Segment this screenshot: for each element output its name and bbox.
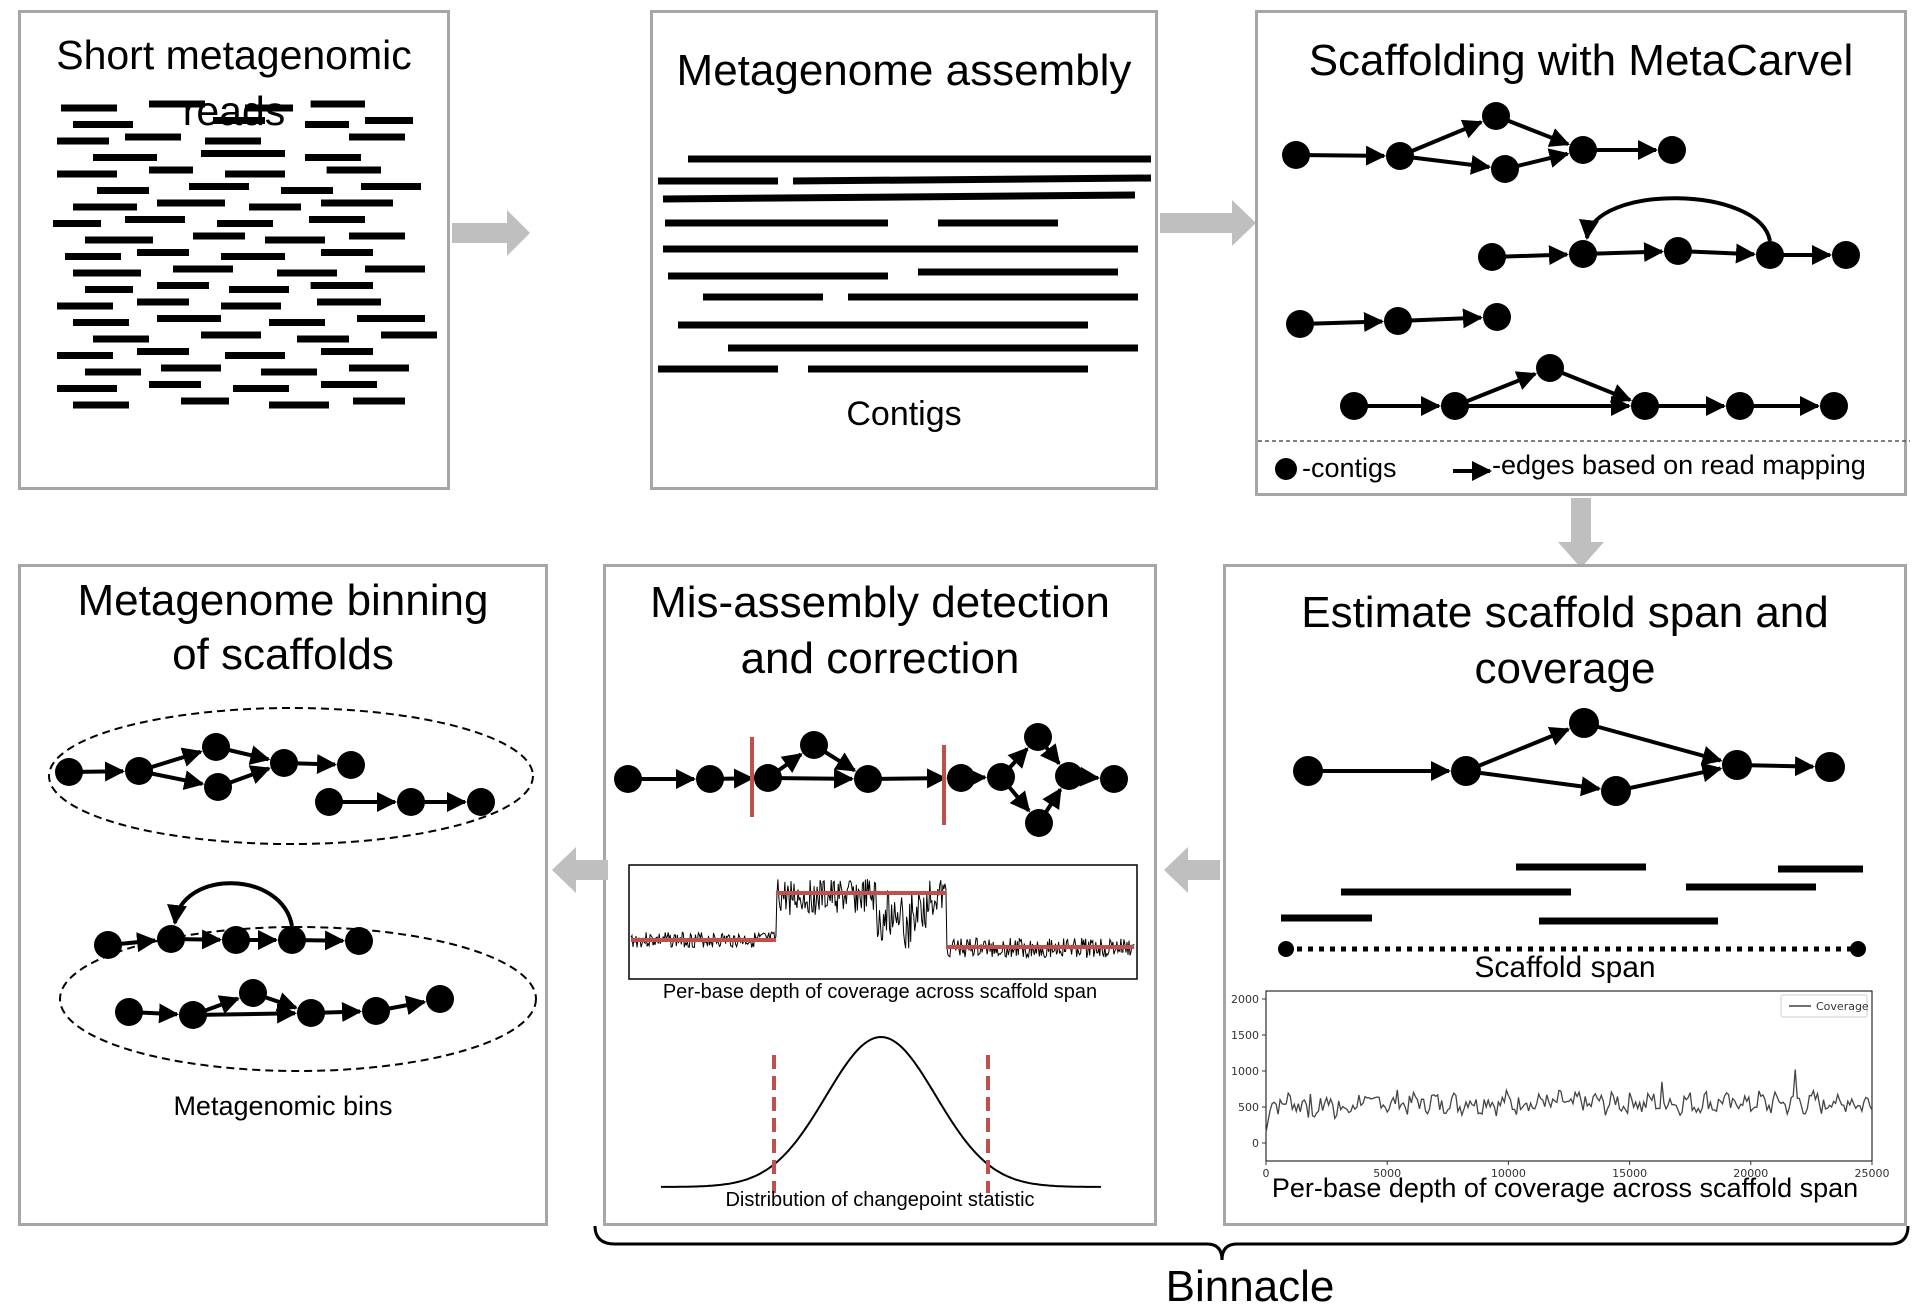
panel-title: Scaffolding with MetaCarvel [1308, 36, 1854, 85]
panel-misassembly: Mis-assembly detection and correction Pe… [603, 564, 1157, 1226]
span-illustration [1278, 708, 1866, 957]
panel-scaffolding: Scaffolding with MetaCarvel -contigs -ed… [1255, 10, 1910, 496]
scaffold-graph-illustration [1258, 102, 1910, 481]
panel-title-line1: Metagenome binning [77, 576, 489, 625]
panel-title-line1: Estimate scaffold span and [1301, 588, 1829, 637]
depth-caption: Per-base depth of coverage across scaffo… [662, 981, 1098, 1003]
x-tick-label: 25000 [1855, 1167, 1890, 1180]
legend-contigs-label: -contigs [1302, 453, 1397, 483]
panel-short-reads: Short metagenomic reads [18, 10, 450, 490]
distribution-caption: Distribution of changepoint statistic [725, 1189, 1035, 1211]
y-tick-label: 0 [1252, 1137, 1259, 1150]
y-tick-label: 2000 [1231, 993, 1259, 1006]
legend-edges-label: -edges based on read mapping [1492, 450, 1866, 480]
binnacle-label: Binnacle [1165, 1262, 1335, 1311]
panel-title-line2: of scaffolds [172, 630, 394, 679]
flow-arrow-estimate-to-misassembly [1164, 847, 1220, 893]
contigs-illustration [658, 155, 1152, 373]
x-tick-label: 0 [1263, 1167, 1270, 1180]
x-tick-label: 5000 [1373, 1167, 1401, 1180]
panel-estimate-span: Estimate scaffold span and coverage Scaf… [1223, 564, 1907, 1226]
binnacle-bracket [593, 1226, 1910, 1261]
x-tick-label: 15000 [1612, 1167, 1647, 1180]
y-tick-label: 500 [1238, 1101, 1259, 1114]
panel-title-line1: Mis-assembly detection [650, 578, 1110, 627]
coverage-caption: Per-base depth of coverage across scaffo… [1271, 1173, 1859, 1203]
panel-binning: Metagenome binning of scaffolds Metageno… [18, 564, 548, 1226]
panel-title-line2: and correction [740, 634, 1020, 683]
panel-assembly: Metagenome assembly Contigs [650, 10, 1158, 490]
coverage-legend-label: Coverage [1816, 1000, 1869, 1013]
flow-arrow-reads-to-assembly [452, 210, 530, 256]
legend-contig-node [1275, 458, 1297, 480]
flow-arrow-assembly-to-scaffolding [1160, 200, 1256, 246]
bins-caption: Metagenomic bins [173, 1091, 393, 1121]
panel-title-line2: coverage [1474, 644, 1656, 693]
y-tick-label: 1500 [1231, 1029, 1259, 1042]
panel-title: Metagenome assembly [676, 46, 1132, 95]
scaffold-span-label: Scaffold span [1474, 951, 1656, 984]
contigs-caption: Contigs [846, 395, 962, 433]
x-tick-label: 20000 [1733, 1167, 1768, 1180]
flow-arrow-scaffolding-to-estimate [1558, 498, 1604, 568]
x-tick-label: 10000 [1491, 1167, 1526, 1180]
flow-arrow-misassembly-to-binning [552, 847, 608, 893]
y-tick-label: 1000 [1231, 1065, 1259, 1078]
reads-illustration [53, 100, 437, 409]
bins-illustration [48, 707, 537, 1072]
misassembly-illustration [614, 723, 1138, 1193]
